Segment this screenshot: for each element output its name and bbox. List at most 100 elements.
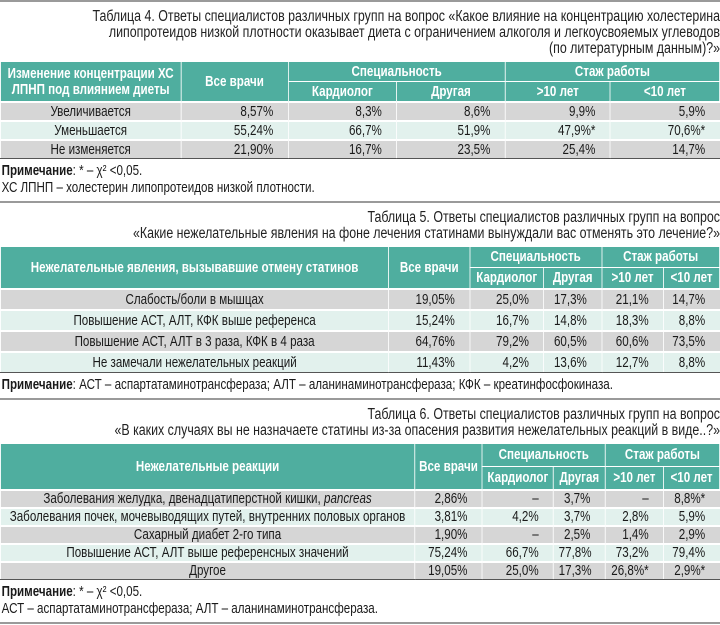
divider <box>0 201 720 203</box>
note-text: ХС ЛПНП – холестерин липопротеидов низко… <box>1 180 315 196</box>
table-caption: Таблица 6. Ответы специалистов различных… <box>0 400 720 443</box>
header-other: Другая <box>396 81 506 103</box>
header-other: Другая <box>543 267 603 290</box>
cell-value: – <box>481 525 554 545</box>
caption-line: Таблица 6. Ответы специалистов различных… <box>367 406 720 423</box>
cell-value: 3,81% <box>414 507 483 527</box>
data-table: Нежелательные явления, вызывавшие отмену… <box>0 246 720 373</box>
cell-label: Не замечали нежелательных реакций <box>0 351 389 373</box>
table-row: Повышение АСТ, АЛТ, КФК выше референса 15… <box>0 309 720 332</box>
cell-value: 14,8% <box>543 309 602 332</box>
header-cardio: Кардиолог <box>481 466 554 491</box>
cell-value: 25,0% <box>469 288 544 311</box>
header-other: Другая <box>553 466 606 491</box>
caption-line: липопротеидов низкой плотности оказывает… <box>108 24 720 41</box>
cell-value: 13,6% <box>543 351 602 373</box>
cell-value: 5,9% <box>663 507 720 527</box>
header-experience: Стаж работы <box>604 443 720 467</box>
table-note: Примечание: АСТ – аспартатаминотрансфера… <box>0 373 720 394</box>
table-note: Примечание: * – χ² <0,05. ХС ЛПНП – холес… <box>0 159 720 197</box>
caption-line: «В каких случаях вы не назначаете статин… <box>114 422 720 439</box>
cell-value: 23,5% <box>396 139 506 159</box>
note-label: Примечание <box>1 377 73 393</box>
table-section-4: Таблица 4. Ответы специалистов различных… <box>0 0 720 197</box>
cell-value: 70,6%* <box>609 120 720 141</box>
cell-value: 16,7% <box>469 309 544 332</box>
caption-line: Таблица 4. Ответы специалистов различных… <box>92 8 720 25</box>
cell-value: 2,8% <box>604 507 664 527</box>
cell-value: 1,90% <box>414 525 483 545</box>
header-lt10: <10 лет <box>663 466 720 491</box>
table-row: Сахарный диабет 2-го типа 1,90% –2,5% 1,4% 2… <box>0 525 720 545</box>
cell-value: 14,7% <box>609 139 720 159</box>
header-gt10: >10 лет <box>601 267 664 290</box>
cell-value: – <box>604 489 664 509</box>
cell-value: 60,5% <box>543 330 602 353</box>
cell-value: 3,7% <box>553 489 606 509</box>
cell-value: 2,9%* <box>663 561 720 580</box>
cell-value: 11,43% <box>388 351 470 373</box>
cell-value: – <box>481 489 554 509</box>
divider <box>0 398 720 400</box>
table-row: Заболевания почек, мочевыводящих путей, … <box>0 507 720 527</box>
header-cardio: Кардиолог <box>469 267 545 290</box>
note-line: АСТ – аспартатаминотрансфераза; АЛТ – ал… <box>2 601 720 618</box>
note-text: : АСТ – аспартатаминотрансфераза; АЛТ – … <box>72 377 613 393</box>
cell-value: 8,8%* <box>663 489 720 509</box>
note-line: Примечание: АСТ – аспартатаминотрансфера… <box>2 377 720 394</box>
table-row: Не замечали нежелательных реакций 11,43% 4… <box>0 351 720 373</box>
cell-value: 8,8% <box>663 309 720 332</box>
cell-value: 25,4% <box>504 139 611 159</box>
cell-value: 17,3% <box>553 561 606 580</box>
cell-label: Увеличивается <box>0 101 181 122</box>
cell-value: 5,9% <box>609 101 720 122</box>
cell-value: 77,8% <box>553 543 606 563</box>
divider-top <box>0 0 720 2</box>
cell-value: 19,05% <box>414 561 483 580</box>
header-all-doctors: Все врачи <box>180 61 289 103</box>
cell-value: 19,05% <box>388 288 470 311</box>
cell-label: Сахарный диабет 2-го типа <box>0 525 415 545</box>
cell-value: 2,5% <box>553 525 606 545</box>
cell-label-italic: pancreas <box>323 491 372 507</box>
cell-value: 73,5% <box>663 330 720 353</box>
cell-value: 8,57% <box>180 101 289 122</box>
header-specialty: Специальность <box>481 443 606 467</box>
cell-label: Повышение АСТ, АЛТ, КФК выше референса <box>0 309 389 332</box>
table-note: Примечание: * – χ² <0,05. АСТ – аспартата… <box>0 580 720 618</box>
table-row: Заболевания желудка, двенадцатиперстной … <box>0 489 720 509</box>
header-first-column: Нежелательные явления, вызывавшие отмену… <box>0 246 390 290</box>
cell-label: Не изменяется <box>0 139 181 159</box>
note-label: Примечание <box>1 584 73 600</box>
note-text: АСТ – аспартатаминотрансфераза; АЛТ – ал… <box>1 601 378 617</box>
table-section-6: Таблица 6. Ответы специалистов различных… <box>0 398 720 618</box>
cell-value: 21,90% <box>180 139 289 159</box>
cell-value: 4,2% <box>481 507 554 527</box>
header-gt10: >10 лет <box>604 466 664 491</box>
table-row: Не изменяется 21,90% 16,7% 23,5% 25,4% 14,7% <box>0 139 720 159</box>
header-experience: Стаж работы <box>504 61 720 82</box>
cell-value: 26,8%* <box>604 561 664 580</box>
header-lt10: <10 лет <box>609 81 720 103</box>
table-section-5: Таблица 5. Ответы специалистов различных… <box>0 201 720 394</box>
cell-label: Заболевания желудка, двенадцатиперстной … <box>0 489 415 509</box>
cell-value: 2,86% <box>414 489 483 509</box>
cell-label: Повышение АСТ, АЛТ выше референсных знач… <box>0 543 415 563</box>
data-table: Изменение концентрации ХС ЛПНП под влиян… <box>0 61 720 159</box>
cell-value: 15,24% <box>388 309 470 332</box>
data-table: Нежелательные реакции Все врачи Специально… <box>0 443 720 580</box>
cell-value: 3,7% <box>553 507 606 527</box>
header-specialty: Специальность <box>287 61 506 82</box>
note-line: ХС ЛПНП – холестерин липопротеидов низко… <box>2 180 720 197</box>
caption-line: (по литературным данным)?» <box>549 40 720 57</box>
cell-value: 47,9%* <box>504 120 611 141</box>
cell-value: 66,7% <box>481 543 554 563</box>
cell-value: 8,3% <box>287 101 397 122</box>
header-all-doctors: Все врачи <box>388 246 471 290</box>
cell-value: 4,2% <box>469 351 544 373</box>
header-cardio: Кардиолог <box>287 81 398 103</box>
cell-value: 60,6% <box>601 330 664 353</box>
caption-line: Таблица 5. Ответы специалистов различных… <box>367 209 720 226</box>
header-experience: Стаж работы <box>601 246 720 268</box>
table-row: Повышение АСТ, АЛТ в 3 раза, КФК в 4 раз… <box>0 330 720 353</box>
